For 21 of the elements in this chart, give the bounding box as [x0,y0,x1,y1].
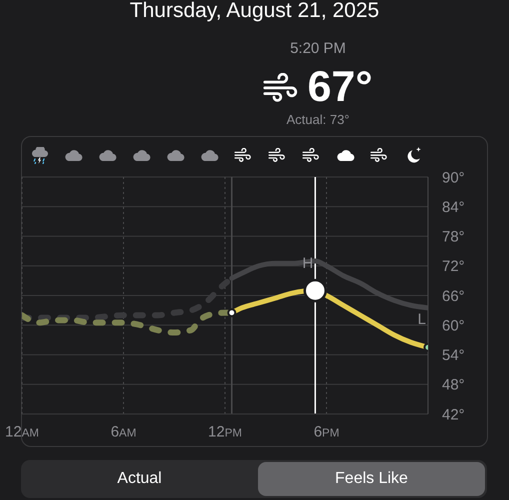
text: Actual [117,470,162,487]
y-tick-label: 54° [442,347,465,364]
y-tick-label: 42° [442,406,465,424]
x-tick-label: 6PM [314,424,340,441]
text: 67° [307,63,373,111]
annotation: L [418,311,426,328]
y-tick-label: 78° [442,228,465,246]
y-tick-label: 60° [442,317,465,334]
x-tick-label: 12PM [208,424,242,441]
y-tick-label: 84° [442,198,465,216]
y-tick-label: 48° [442,376,465,394]
y-tick-label: 90° [442,169,465,186]
text: Actual: 73° [286,112,350,127]
annotation: H [302,254,314,272]
text: Feels Like [335,470,408,487]
y-tick-label: 66° [442,288,465,305]
x-tick-label: 6AM [110,424,136,441]
x-tick-label: 12AM [5,424,39,441]
text: 5:20 PM [290,40,346,57]
y-tick-label: 72° [442,258,465,276]
chart-title: Thursday, August 21, 2025 [130,0,380,22]
